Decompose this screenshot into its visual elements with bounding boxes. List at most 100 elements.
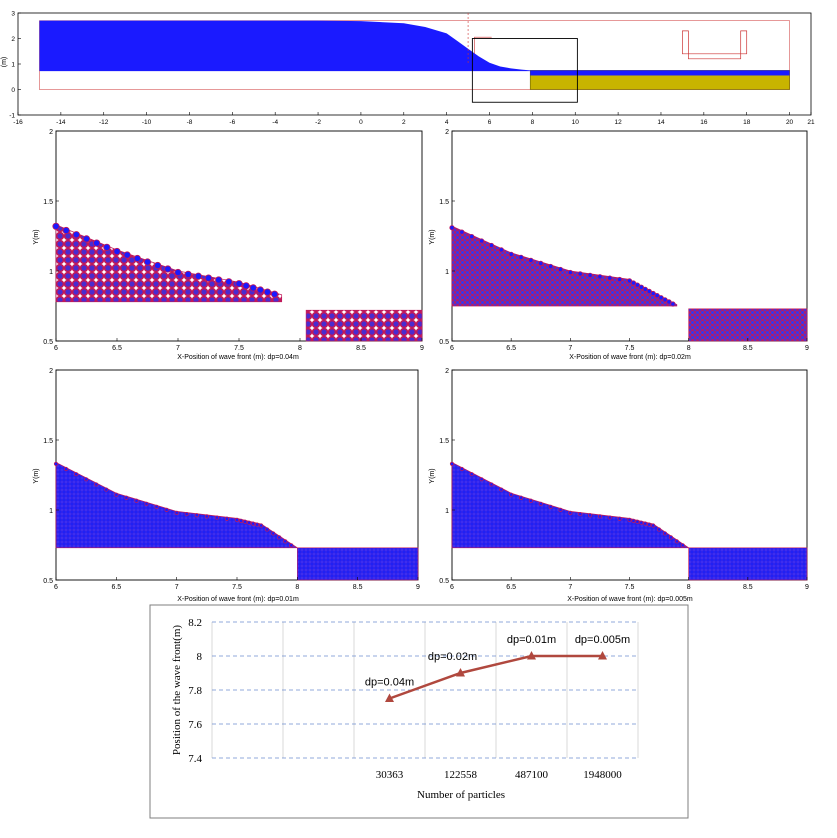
surface-particle (250, 521, 256, 526)
zoom-box (471, 38, 578, 103)
panel-xtick-label: 6 (54, 345, 58, 352)
panel-dp0005-ylabel: Y(m) (429, 468, 436, 483)
surface-particle (52, 222, 60, 230)
surface-particle (242, 519, 248, 524)
convergence-ytick-label: 8 (197, 651, 203, 663)
overview-xtick-label: 4 (445, 119, 449, 126)
surface-particle (568, 510, 573, 516)
overview-xtick-label: 12 (614, 119, 622, 126)
overview-xtick-label: -10 (142, 119, 152, 126)
surface-particle (597, 514, 603, 519)
surface-particle (289, 543, 294, 548)
panel-dp004-xlabel: X-Position of wave front (m): dp=0.04m (177, 354, 299, 361)
surface-particle (164, 265, 172, 273)
overview-ytick-label: 3 (11, 11, 15, 18)
surface-particle (143, 258, 152, 266)
surface-particle (194, 272, 202, 280)
panel-xtick-label: 8 (687, 584, 691, 591)
surface-particle (256, 286, 264, 294)
surface-particle (93, 239, 101, 247)
convergence-marker (527, 651, 536, 660)
overview-xtick-label: 20 (786, 119, 794, 126)
surface-particle (164, 507, 169, 512)
surface-particle (597, 274, 603, 280)
surface-particle (647, 522, 652, 527)
surface-particle (104, 487, 109, 492)
surface-particle (283, 539, 288, 544)
surface-particle (578, 511, 583, 517)
surface-particle (194, 513, 199, 518)
panel-xtick-label: 6 (54, 584, 58, 591)
bed-particles (305, 309, 423, 342)
panel-ytick-label: 0.5 (439, 578, 449, 585)
surface-particle (144, 501, 149, 506)
surface-particle (498, 247, 504, 253)
surface-particle (133, 254, 141, 263)
surface-particle (680, 543, 685, 548)
surface-particle (577, 271, 583, 277)
surface-particle (634, 282, 640, 288)
panel-ytick-label: 1.5 (43, 438, 53, 445)
bed-particles (297, 547, 419, 581)
overview-xtick-label: -8 (187, 119, 193, 126)
surface-particle (265, 527, 270, 532)
panel-ytick-label: 2 (49, 368, 53, 375)
surface-particle (668, 535, 674, 540)
bed-water-layer (530, 70, 790, 76)
overview-xtick-label: 16 (700, 119, 708, 126)
panel-xtick-label: 7 (568, 345, 572, 352)
panel-dp002-xlabel: X-Position of wave front (m): dp=0.02m (569, 354, 691, 361)
surface-particle (84, 477, 89, 482)
surface-particle (103, 243, 111, 251)
surface-particle (627, 517, 632, 523)
overview-xtick-label: -2 (315, 119, 321, 126)
surface-particle (631, 518, 636, 523)
surface-particle (271, 531, 276, 536)
surface-particle (538, 501, 543, 506)
surface-particle (204, 274, 213, 282)
panel-ytick-label: 1 (49, 508, 53, 515)
overview-ytick-label: 1 (11, 62, 15, 69)
surface-particle (184, 270, 192, 278)
panel-ytick-label: 1 (49, 269, 53, 276)
surface-particle (617, 516, 622, 521)
panel-xtick-label: 8.5 (743, 345, 753, 352)
panel-xtick-label: 9 (416, 584, 420, 591)
surface-particle (558, 507, 563, 512)
panel-dp001: X-Position of wave front (m): dp=0.01m Y… (33, 368, 420, 603)
surface-particle (518, 254, 524, 260)
overview-ytick-label: 0 (11, 87, 15, 94)
panel-xtick-label: 6.5 (111, 584, 121, 591)
surface-particle (654, 292, 660, 299)
overview-ylabel: (m) (1, 57, 8, 68)
surface-particle (277, 535, 282, 540)
surface-particle (478, 238, 485, 244)
surface-particle (656, 527, 662, 532)
surface-particle (246, 520, 252, 525)
surface-particle (204, 514, 209, 519)
surface-particle (72, 231, 80, 239)
surface-particle (184, 511, 189, 517)
gate-bracket (474, 36, 492, 54)
convergence-point-label: dp=0.01m (507, 634, 556, 646)
surface-particle (639, 520, 644, 525)
convergence-ytick-label: 8.2 (188, 617, 202, 629)
surface-particle (642, 286, 648, 292)
panel-xtick-label: 9 (420, 345, 424, 352)
surface-particle (479, 477, 484, 482)
surface-particle (643, 521, 648, 526)
surface-particle (518, 495, 524, 500)
convergence-chart: Number of particles Position of the wave… (149, 604, 689, 819)
convergence-ytick-label: 7.4 (188, 753, 202, 765)
surface-particle (53, 461, 59, 466)
panel-dp001-ylabel: Y(m) (33, 468, 40, 483)
surface-particle (666, 299, 672, 305)
surface-particle (255, 522, 260, 527)
surface-particle (270, 290, 279, 298)
surface-particle (658, 295, 664, 301)
surface-particle (630, 280, 637, 286)
panel-ytick-label: 2 (49, 129, 53, 136)
panel-xtick-label: 7.5 (234, 345, 244, 352)
overview-xtick-label: 6 (488, 119, 492, 126)
overview-xtick-label: 8 (531, 119, 535, 126)
